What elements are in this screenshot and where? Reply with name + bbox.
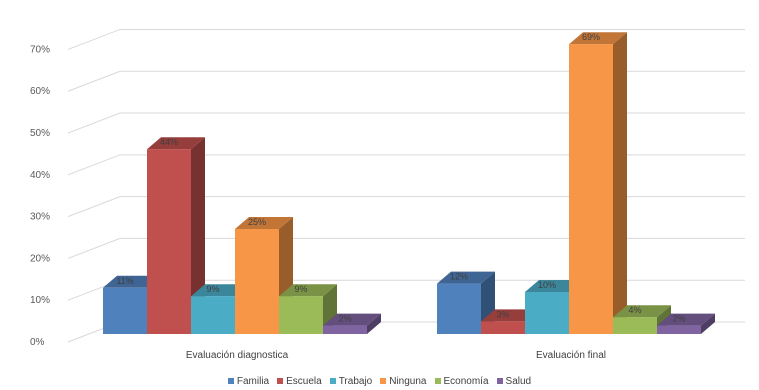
y-tick-label: 50% bbox=[30, 128, 50, 139]
legend-item: Economía bbox=[434, 375, 489, 387]
data-label: 2% bbox=[672, 314, 685, 324]
category-labels: Evaluación diagnostica Evaluación final bbox=[186, 350, 606, 361]
bar bbox=[437, 271, 495, 334]
category-label: Evaluación final bbox=[536, 350, 606, 361]
y-tick-label: 30% bbox=[30, 212, 50, 223]
legend-label: Escuela bbox=[286, 375, 322, 387]
legend-item: Salud bbox=[496, 375, 532, 387]
legend-label: Salud bbox=[505, 375, 532, 387]
data-labels: 11% 44% 9% 25% 9% 2% 12% 3% 10% 69% 4% 2% bbox=[116, 32, 685, 323]
data-label: 9% bbox=[294, 284, 307, 294]
gridlines bbox=[67, 28, 745, 343]
legend-item: Familia bbox=[227, 375, 270, 387]
legend-swatch bbox=[277, 378, 284, 384]
data-label: 69% bbox=[582, 32, 600, 42]
y-tick-label: 0% bbox=[30, 337, 45, 348]
data-label: 11% bbox=[116, 276, 133, 286]
bar bbox=[657, 313, 715, 334]
legend-swatch bbox=[227, 378, 234, 384]
category-label: Evaluación diagnostica bbox=[186, 350, 289, 361]
gridline bbox=[67, 28, 745, 50]
gridline bbox=[67, 196, 745, 218]
y-tick-label: 40% bbox=[30, 170, 50, 181]
gridline bbox=[67, 237, 745, 259]
data-label: 9% bbox=[206, 284, 219, 294]
y-tick-label: 20% bbox=[30, 253, 50, 264]
legend-label: Trabajo bbox=[338, 375, 373, 387]
legend-swatch bbox=[329, 378, 336, 384]
gridline bbox=[67, 70, 745, 92]
y-tick-label: 70% bbox=[30, 44, 50, 55]
legend-item: Trabajo bbox=[329, 375, 373, 387]
legend-label: Familia bbox=[236, 375, 270, 387]
legend-label: Ninguna bbox=[389, 375, 427, 387]
bars bbox=[103, 32, 715, 334]
data-label: 44% bbox=[160, 137, 178, 147]
legend-swatch bbox=[496, 378, 503, 384]
legend-swatch bbox=[434, 378, 441, 384]
legend-item: Ninguna bbox=[380, 375, 427, 387]
y-tick-label: 60% bbox=[30, 86, 50, 97]
data-label: 12% bbox=[450, 272, 468, 282]
data-label: 25% bbox=[248, 217, 266, 227]
legend-label: Economía bbox=[443, 375, 489, 387]
data-label: 4% bbox=[628, 305, 641, 315]
legend-swatch bbox=[380, 378, 387, 384]
bar bbox=[569, 32, 627, 334]
bar bbox=[613, 305, 671, 334]
legend-item: Escuela bbox=[277, 376, 322, 387]
gridline bbox=[67, 112, 745, 134]
gridline bbox=[67, 154, 745, 176]
legend: Familia Escuela Trabajo Ninguna Economía Salu… bbox=[0, 374, 759, 388]
bar bbox=[147, 137, 205, 334]
data-label: 10% bbox=[538, 280, 556, 290]
bar bbox=[235, 217, 293, 334]
y-tick-label: 10% bbox=[30, 295, 50, 306]
y-axis-ticks: 0% 10% 20% 30% 40% 50% 60% 70% bbox=[30, 44, 50, 348]
data-label: 3% bbox=[496, 309, 509, 319]
data-label: 2% bbox=[338, 314, 351, 324]
bar bbox=[323, 313, 381, 334]
